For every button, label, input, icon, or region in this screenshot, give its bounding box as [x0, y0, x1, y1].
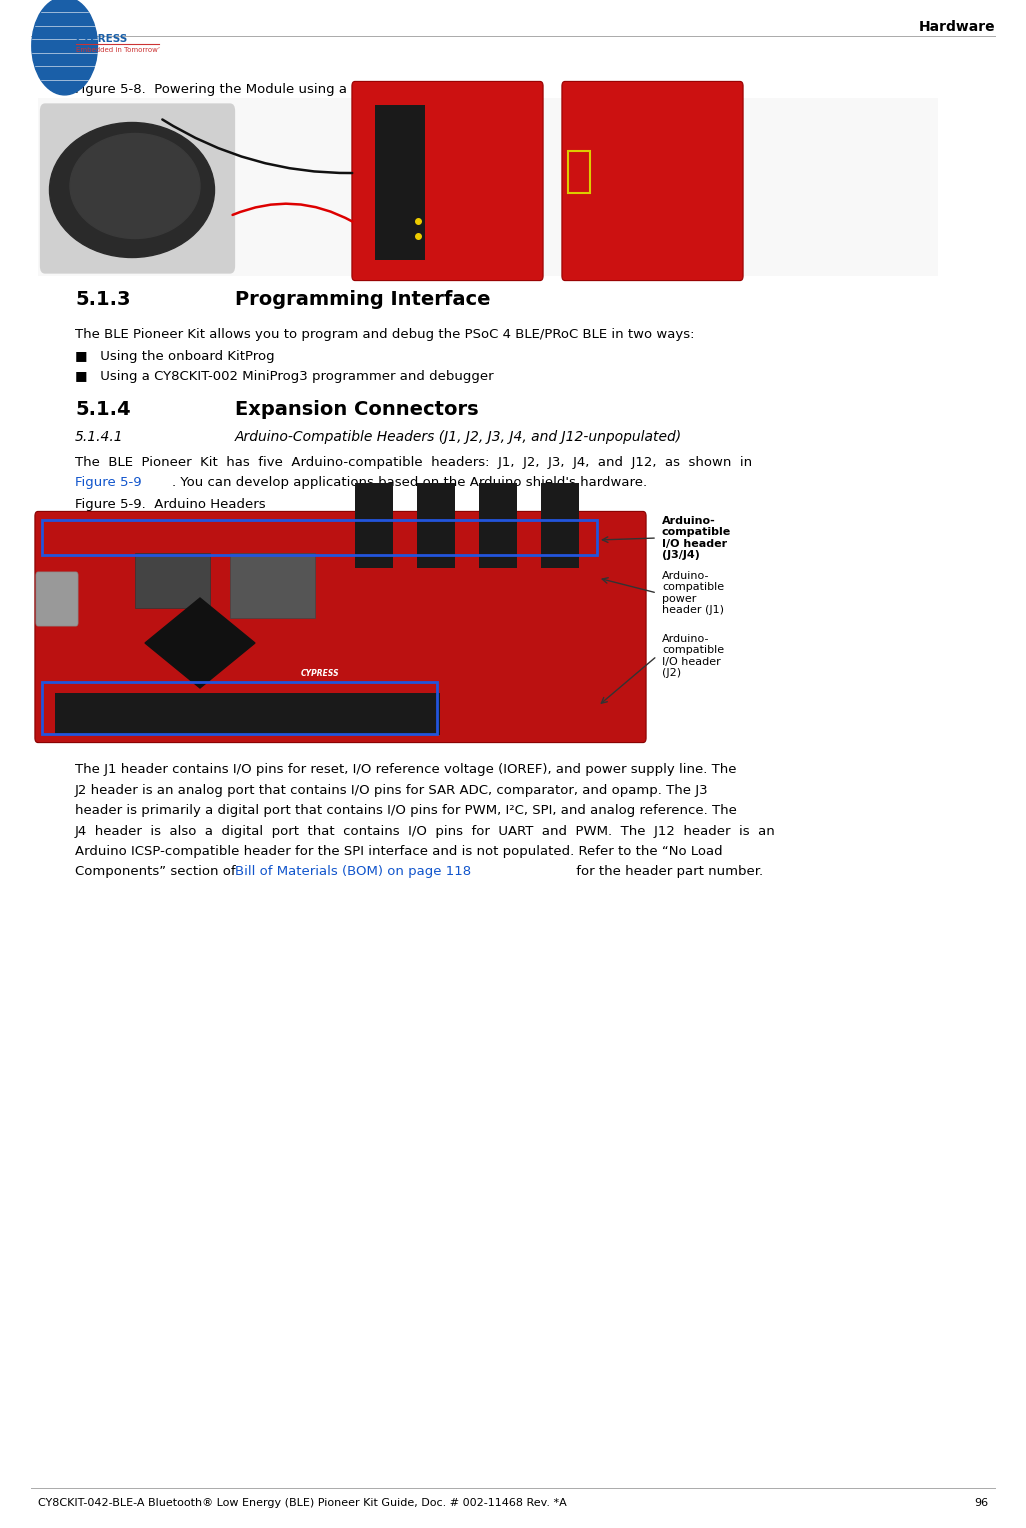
FancyBboxPatch shape: [562, 81, 743, 281]
Bar: [541, 483, 579, 568]
Bar: [42, 681, 437, 733]
Text: Arduino ICSP-compatible header for the SPI interface and is not populated. Refer: Arduino ICSP-compatible header for the S…: [75, 845, 722, 859]
Text: . You can develop applications based on the Arduino shield's hardware.: . You can develop applications based on …: [172, 477, 647, 489]
Text: Bill of Materials (BOM) on page 118: Bill of Materials (BOM) on page 118: [235, 865, 471, 879]
Text: The BLE Pioneer Kit allows you to program and debug the PSoC 4 BLE/PRoC BLE in t: The BLE Pioneer Kit allows you to progra…: [75, 329, 695, 341]
Text: Figure 5-8.  Powering the Module using a Coin Cell: Figure 5-8. Powering the Module using a …: [75, 83, 410, 96]
FancyBboxPatch shape: [35, 512, 646, 743]
Text: 5.1.4.1: 5.1.4.1: [75, 429, 123, 445]
Text: 96: 96: [974, 1497, 988, 1508]
Text: The J1 header contains I/O pins for reset, I/O reference voltage (IOREF), and po: The J1 header contains I/O pins for rese…: [75, 762, 737, 776]
Text: Components” section of: Components” section of: [75, 865, 240, 879]
Text: Arduino-
compatible
I/O header
(J3/J4): Arduino- compatible I/O header (J3/J4): [662, 515, 732, 561]
Text: ■   Using the onboard KitProg: ■ Using the onboard KitProg: [75, 350, 275, 364]
Text: Figure 5-9.  Arduino Headers: Figure 5-9. Arduino Headers: [75, 498, 266, 510]
Text: CY8CKIT-042-BLE-A Bluetooth® Low Energy (BLE) Pioneer Kit Guide, Doc. # 002-1146: CY8CKIT-042-BLE-A Bluetooth® Low Energy …: [38, 1497, 566, 1508]
Bar: [479, 483, 517, 568]
Text: J4  header  is  also  a  digital  port  that  contains  I/O  pins  for  UART  an: J4 header is also a digital port that co…: [75, 825, 776, 837]
Text: Embedded in Tomorrow’: Embedded in Tomorrow’: [76, 47, 160, 53]
Bar: [230, 553, 315, 617]
Text: CYPRESS: CYPRESS: [76, 34, 128, 44]
Text: Arduino-
compatible
I/O header
(J2): Arduino- compatible I/O header (J2): [662, 634, 724, 678]
Text: Programming Interface: Programming Interface: [235, 290, 490, 309]
FancyBboxPatch shape: [36, 571, 78, 626]
Text: Hardware: Hardware: [918, 20, 995, 34]
Circle shape: [32, 0, 97, 95]
FancyBboxPatch shape: [352, 81, 543, 281]
Text: header is primarily a digital port that contains I/O pins for PWM, I²C, SPI, and: header is primarily a digital port that …: [75, 804, 737, 817]
Bar: [355, 483, 393, 568]
Bar: [55, 694, 440, 735]
Bar: [42, 520, 597, 555]
Polygon shape: [145, 597, 255, 688]
Text: for the header part number.: for the header part number.: [573, 865, 763, 879]
Text: 5.1.3: 5.1.3: [75, 290, 130, 309]
Bar: [374, 105, 425, 260]
FancyBboxPatch shape: [40, 104, 235, 274]
Text: J2 header is an analog port that contains I/O pins for SAR ADC, comparator, and : J2 header is an analog port that contain…: [75, 784, 709, 796]
Text: The  BLE  Pioneer  Kit  has  five  Arduino-compatible  headers:  J1,  J2,  J3,  : The BLE Pioneer Kit has five Arduino-com…: [75, 455, 752, 469]
Bar: [568, 151, 590, 193]
Text: Figure 5-9: Figure 5-9: [75, 477, 142, 489]
Text: Expansion Connectors: Expansion Connectors: [235, 400, 478, 419]
Ellipse shape: [49, 122, 214, 258]
Text: Arduino-Compatible Headers (J1, J2, J3, J4, and J12-unpopulated): Arduino-Compatible Headers (J1, J2, J3, …: [235, 429, 682, 445]
Ellipse shape: [70, 133, 200, 238]
Text: 5.1.4: 5.1.4: [75, 400, 130, 419]
Bar: [38, 98, 938, 277]
Text: CYPRESS: CYPRESS: [301, 669, 340, 677]
Text: ■   Using a CY8CKIT-002 MiniProg3 programmer and debugger: ■ Using a CY8CKIT-002 MiniProg3 programm…: [75, 370, 494, 384]
Bar: [135, 553, 210, 608]
Text: Arduino-
compatible
power
header (J1): Arduino- compatible power header (J1): [662, 570, 724, 616]
Bar: [417, 483, 455, 568]
